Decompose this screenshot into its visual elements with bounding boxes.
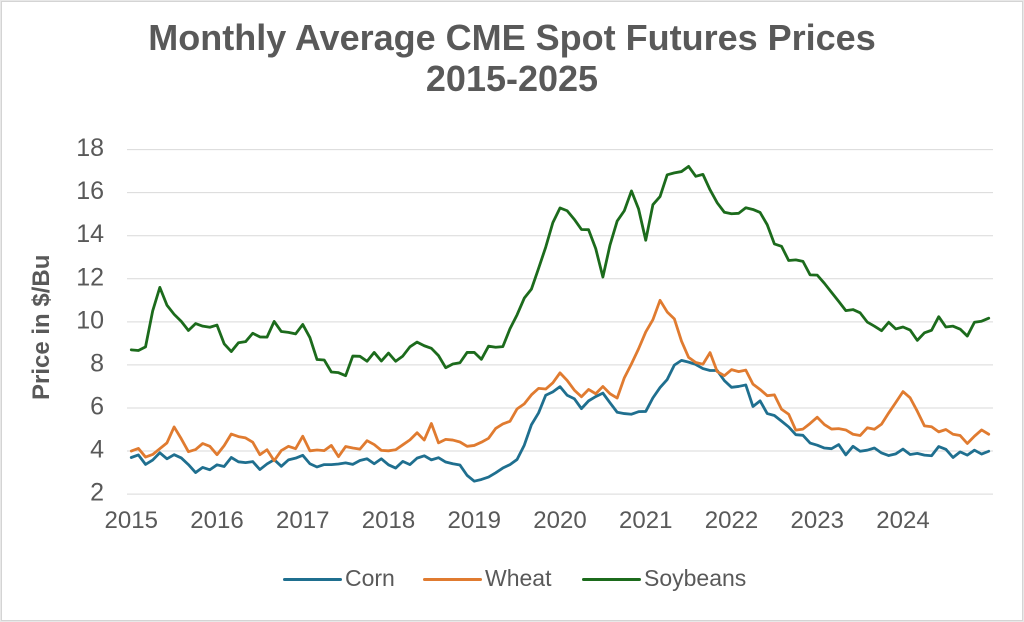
svg-text:2: 2 (90, 479, 104, 507)
svg-text:4: 4 (90, 436, 104, 464)
svg-text:2015: 2015 (105, 507, 158, 534)
svg-text:2019: 2019 (448, 507, 501, 534)
svg-text:2023: 2023 (791, 507, 844, 534)
svg-text:2021: 2021 (619, 507, 672, 534)
svg-text:2017: 2017 (276, 507, 329, 534)
svg-text:2016: 2016 (190, 507, 243, 534)
svg-text:6: 6 (90, 392, 104, 420)
svg-text:10: 10 (76, 306, 104, 334)
svg-text:2024: 2024 (876, 507, 929, 534)
svg-text:16: 16 (76, 177, 104, 205)
svg-text:12: 12 (76, 263, 104, 291)
svg-text:2018: 2018 (362, 507, 415, 534)
svg-text:18: 18 (76, 134, 104, 162)
svg-text:2022: 2022 (705, 507, 758, 534)
svg-text:8: 8 (90, 349, 104, 377)
svg-text:2020: 2020 (533, 507, 586, 534)
svg-text:14: 14 (76, 220, 104, 248)
